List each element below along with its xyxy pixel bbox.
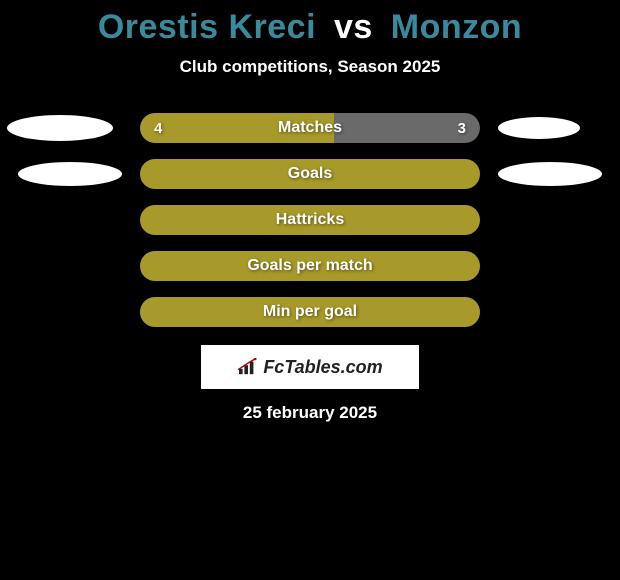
stat-row: Hattricks (0, 205, 620, 235)
stat-bar: Goals per match (140, 251, 480, 281)
stat-row: Min per goal (0, 297, 620, 327)
stat-label: Goals (288, 165, 332, 183)
date-text: 25 february 2025 (0, 403, 620, 423)
page-title: Orestis Kreci vs Monzon (0, 8, 620, 47)
logo-text: FcTables.com (263, 357, 382, 378)
stat-bar: 4 3 Matches (140, 113, 480, 143)
stat-value-left: 4 (154, 120, 162, 137)
stat-row: Goals per match (0, 251, 620, 281)
logo-badge: FcTables.com (201, 345, 419, 389)
title-player-left: Orestis Kreci (98, 8, 316, 46)
stat-label: Matches (278, 119, 342, 137)
logo-inner: FcTables.com (237, 357, 382, 378)
stat-bar: Min per goal (140, 297, 480, 327)
stat-value-right: 3 (458, 120, 466, 137)
stat-label: Min per goal (263, 303, 357, 321)
stat-bar: Hattricks (140, 205, 480, 235)
subtitle: Club competitions, Season 2025 (0, 57, 620, 77)
ellipse-left (18, 162, 122, 186)
title-player-right: Monzon (391, 8, 522, 46)
title-vs: vs (334, 8, 373, 46)
stat-row: Goals (0, 159, 620, 189)
ellipse-right (498, 117, 580, 139)
stat-bar: Goals (140, 159, 480, 189)
comparison-infographic: Orestis Kreci vs Monzon Club competition… (0, 0, 620, 423)
stat-label: Hattricks (276, 211, 344, 229)
comparison-rows: 4 3 Matches Goals Hattricks Goals per match Mi… (0, 113, 620, 327)
ellipse-right (498, 162, 602, 186)
ellipse-left (7, 115, 113, 141)
stat-row: 4 3 Matches (0, 113, 620, 143)
bar-chart-icon (237, 358, 259, 376)
stat-label: Goals per match (247, 257, 372, 275)
